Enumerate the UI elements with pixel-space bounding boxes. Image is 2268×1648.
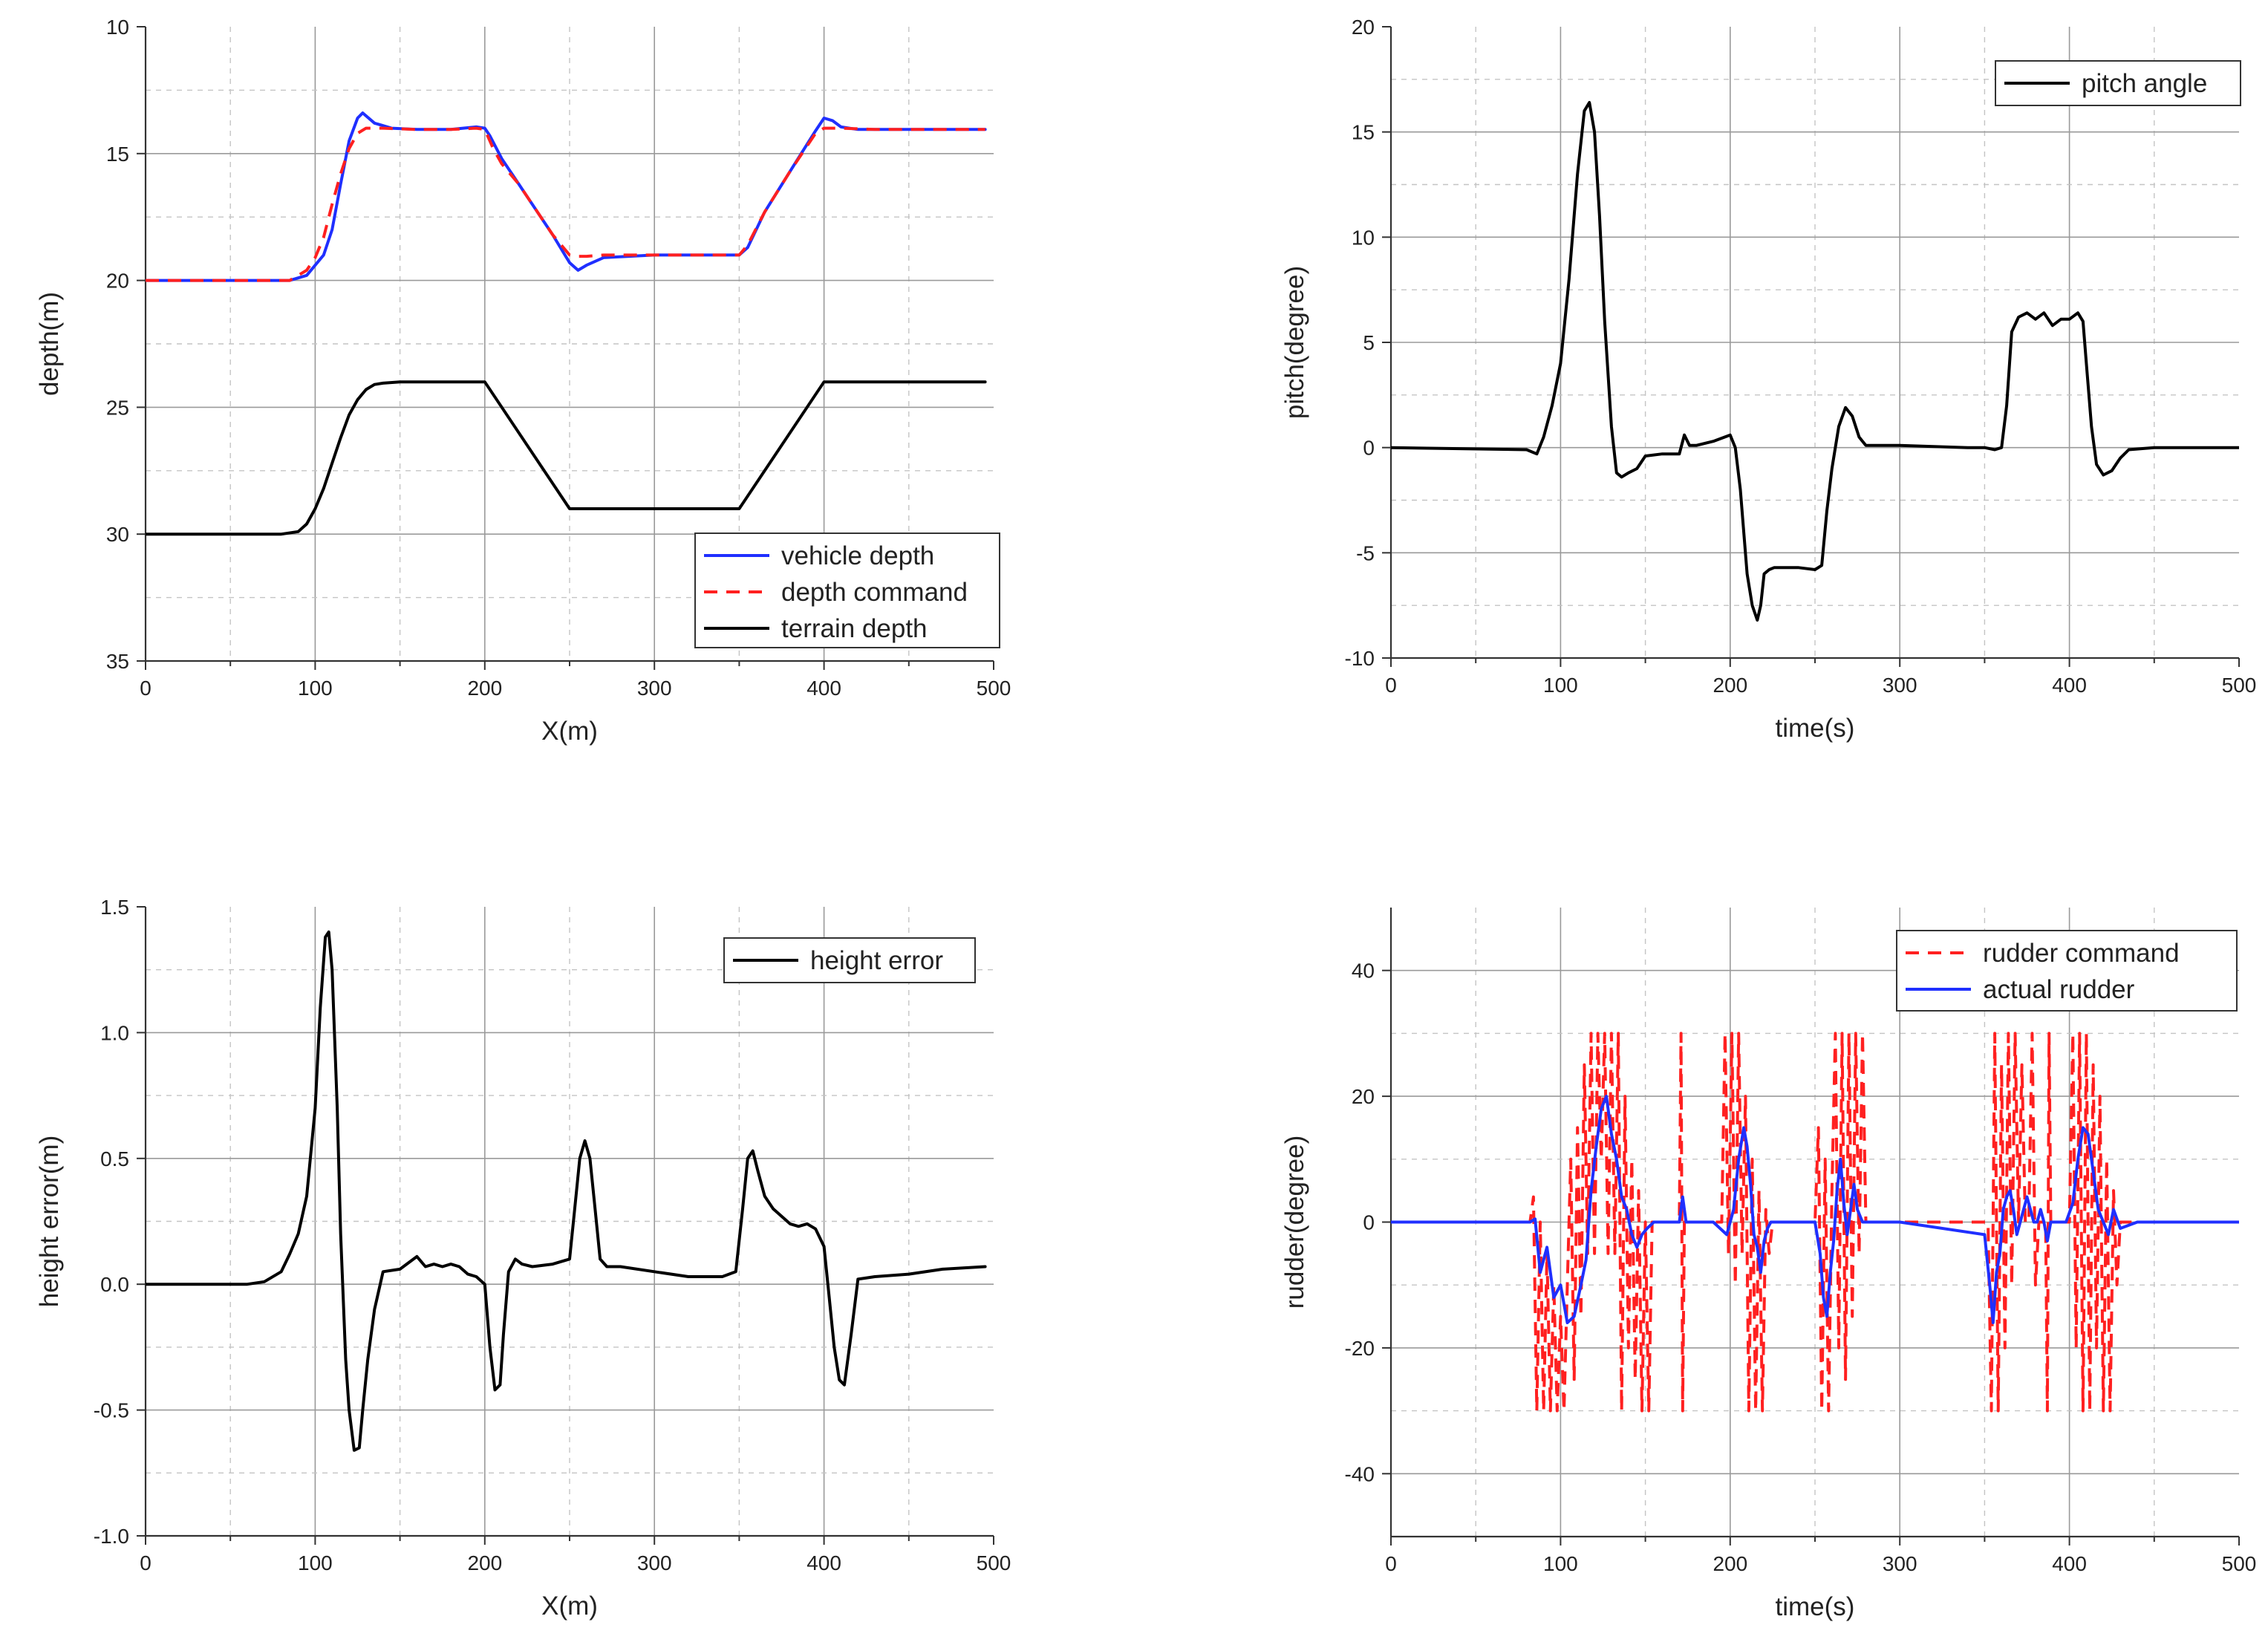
x-axis-title: X(m) <box>541 717 598 746</box>
height-error-chart: 0 100 200 300 400 500 -1.0 -0.5 0.0 0.5 1.0 1.5 X(m)… <box>35 896 1011 1621</box>
series-line-actual-rudder <box>1391 1095 2239 1324</box>
depth-chart: 0 100 200 300 400 500 10 15 20 25 30 35 X(m) depth(m)… <box>35 16 1011 746</box>
grid <box>146 907 994 1536</box>
y-tick-label: 10 <box>106 16 129 39</box>
y-tick-label: -1.0 <box>94 1525 129 1548</box>
x-tick-label: 100 <box>298 677 333 700</box>
chart-panel-pitch: 0 100 200 300 400 500 -10 -5 0 5 10 15 20 time(s) pitc… <box>1134 0 2268 822</box>
series-line-pitch-angle <box>1391 101 2239 622</box>
x-tick-label: 200 <box>1713 1552 1747 1575</box>
legend-label: height error <box>810 946 943 975</box>
x-tick-label: 400 <box>2052 674 2087 697</box>
y-tick-label: 40 <box>1352 960 1375 983</box>
legend-label: pitch angle <box>2082 69 2207 98</box>
x-tick-label: 0 <box>140 1551 151 1574</box>
x-tick-label: 200 <box>1713 674 1747 697</box>
y-tick-label: 0 <box>1363 437 1375 460</box>
x-tick-label: 500 <box>2222 674 2257 697</box>
y-tick-label: 5 <box>1363 331 1375 354</box>
x-tick-label: 200 <box>467 677 502 700</box>
y-tick-label: 25 <box>106 396 129 419</box>
chart-panel-depth: 0 100 200 300 400 500 10 15 20 25 30 35 X(m) depth(m)… <box>0 0 1134 822</box>
x-tick-label: 500 <box>977 677 1011 700</box>
x-tick-label: 0 <box>1385 674 1397 697</box>
x-axis-title: time(s) <box>1776 1592 1855 1621</box>
y-tick-label: 1.0 <box>100 1021 129 1044</box>
x-axis-title: time(s) <box>1776 714 1855 743</box>
chart-panel-rudder: 0 100 200 300 400 500 -40 -20 0 20 40 time(s) rudder… <box>1134 822 2268 1644</box>
legend: vehicle depth depth command terrain depth <box>694 532 1000 648</box>
rudder-chart: 0 100 200 300 400 500 -40 -20 0 20 40 time(s) rudder… <box>1280 908 2257 1621</box>
y-tick-label: 15 <box>106 143 129 166</box>
x-tick-label: 100 <box>1543 1552 1578 1575</box>
y-tick-label: 0 <box>1363 1211 1375 1234</box>
x-tick-label: 300 <box>1883 1552 1917 1575</box>
pitch-chart: 0 100 200 300 400 500 -10 -5 0 5 10 15 20 time(s) pitc… <box>1280 16 2257 743</box>
y-tick-label: 20 <box>106 270 129 293</box>
series-line-height-error <box>146 930 987 1452</box>
legend-label: terrain depth <box>781 614 928 643</box>
x-tick-label: 300 <box>637 677 672 700</box>
y-axis-title: rudder(degree) <box>1280 1136 1309 1309</box>
x-tick-label: 400 <box>2052 1552 2087 1575</box>
series-line-terrain-depth <box>146 380 987 536</box>
x-tick-label: 500 <box>977 1551 1011 1574</box>
legend-label: depth command <box>781 578 968 607</box>
legend: height error <box>723 937 976 983</box>
series-line-depth-command <box>146 126 985 282</box>
y-axis-title: depth(m) <box>35 292 64 396</box>
x-tick-label: 400 <box>806 1551 841 1574</box>
x-tick-label: 100 <box>298 1551 333 1574</box>
legend-label: actual rudder <box>1983 975 2135 1004</box>
series-group <box>146 111 987 536</box>
y-tick-label: 30 <box>106 523 129 546</box>
legend-label: vehicle depth <box>781 541 934 570</box>
x-tick-label: 300 <box>1883 674 1917 697</box>
y-tick-label: 35 <box>106 650 129 673</box>
x-tick-label: 300 <box>637 1551 672 1574</box>
y-tick-label: -0.5 <box>94 1399 129 1422</box>
y-axis-title: height error(m) <box>35 1136 64 1307</box>
x-tick-label: 500 <box>2222 1552 2257 1575</box>
y-tick-label: -10 <box>1345 647 1375 670</box>
x-tick-label: 400 <box>806 677 841 700</box>
grid <box>1391 27 2239 658</box>
x-tick-label: 0 <box>140 677 151 700</box>
x-axis-title: X(m) <box>541 1592 598 1621</box>
series-line-vehicle-depth <box>146 111 987 282</box>
y-axis-title: pitch(degree) <box>1280 266 1309 419</box>
series-group <box>1391 1032 2239 1413</box>
legend-box <box>1896 930 2238 1012</box>
y-tick-label: 20 <box>1352 16 1375 39</box>
chart-panel-height-error: 0 100 200 300 400 500 -1.0 -0.5 0.0 0.5 1.0 1.5 X(m)… <box>0 822 1134 1644</box>
y-tick-label: -20 <box>1345 1337 1375 1360</box>
y-tick-label: 20 <box>1352 1085 1375 1108</box>
y-tick-label: -5 <box>1356 541 1375 564</box>
series-group <box>1391 101 2239 622</box>
x-tick-label: 0 <box>1385 1552 1397 1575</box>
x-tick-label: 100 <box>1543 674 1578 697</box>
y-tick-label: 0.0 <box>100 1273 129 1296</box>
legend-label: rudder command <box>1983 939 2180 968</box>
y-tick-label: 15 <box>1352 121 1375 144</box>
x-tick-label: 200 <box>467 1551 502 1574</box>
y-tick-label: 0.5 <box>100 1147 129 1170</box>
y-tick-label: -40 <box>1345 1462 1375 1485</box>
legend: pitch angle <box>1995 60 2241 106</box>
y-tick-label: 10 <box>1352 226 1375 249</box>
legend: rudder command actual rudder <box>1896 930 2238 1012</box>
series-group <box>146 930 987 1452</box>
y-tick-label: 1.5 <box>100 896 129 919</box>
